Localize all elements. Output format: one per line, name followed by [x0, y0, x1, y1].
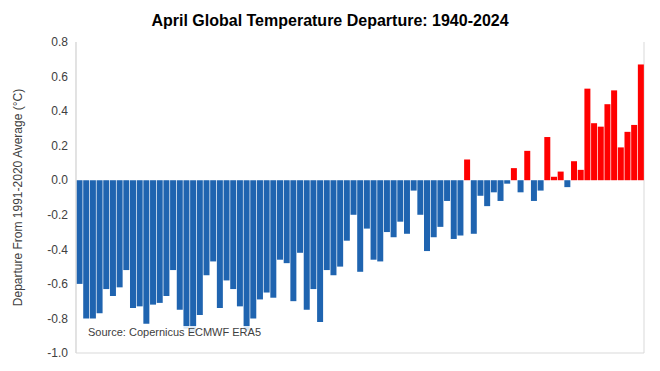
svg-text:0.4: 0.4 [51, 104, 68, 118]
svg-text:0.0: 0.0 [51, 173, 68, 187]
html-text:Source: Copernicus ECMWF ERA5: Source: Copernicus ECMWF ERA5 [88, 326, 261, 338]
svg-text:-0.6: -0.6 [47, 277, 68, 291]
svg-text:-0.2: -0.2 [47, 208, 68, 222]
svg-text:-0.8: -0.8 [47, 312, 68, 326]
svg-text:0.8: 0.8 [51, 35, 68, 49]
svg-text:-0.4: -0.4 [47, 243, 68, 257]
svg-text:0.2: 0.2 [51, 139, 68, 153]
svg-text:Departure From 1991-2020 Avera: Departure From 1991-2020 Average (°C) [11, 89, 25, 306]
svg-text:0.6: 0.6 [51, 70, 68, 84]
html-text:April Global Temperature Depar: April Global Temperature Departure: 1940… [151, 12, 509, 29]
svg-text:-1.0: -1.0 [47, 346, 68, 360]
